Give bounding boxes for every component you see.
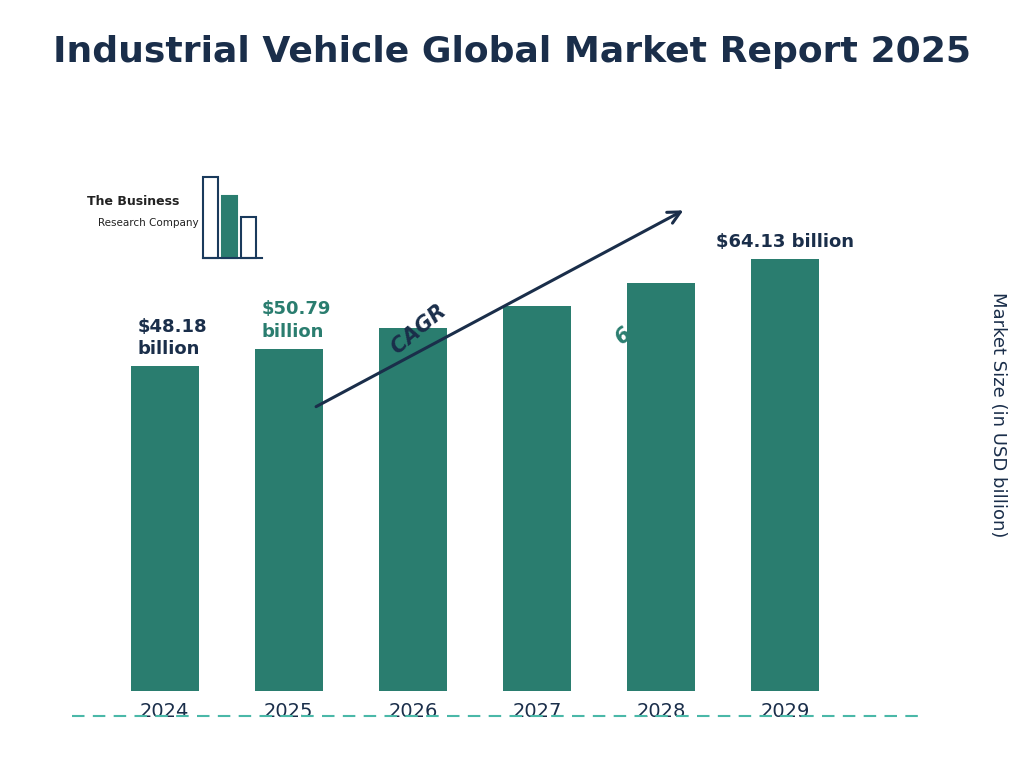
Text: CAGR: CAGR xyxy=(388,292,462,359)
Bar xyxy=(751,259,819,691)
Text: $64.13 billion: $64.13 billion xyxy=(716,233,854,250)
Text: Industrial Vehicle Global Market Report 2025: Industrial Vehicle Global Market Report … xyxy=(53,35,971,68)
Text: 6.0%: 6.0% xyxy=(611,296,669,348)
Bar xyxy=(379,328,447,691)
Bar xyxy=(627,283,695,691)
Text: $48.18
billion: $48.18 billion xyxy=(137,318,207,358)
Bar xyxy=(503,306,571,691)
Bar xyxy=(255,349,323,691)
Text: Research Company: Research Company xyxy=(98,217,199,227)
Text: Market Size (in USD billion): Market Size (in USD billion) xyxy=(989,292,1008,538)
FancyBboxPatch shape xyxy=(222,197,237,258)
Text: The Business: The Business xyxy=(87,195,179,207)
Bar xyxy=(131,366,199,691)
Text: $50.79
billion: $50.79 billion xyxy=(261,300,331,341)
